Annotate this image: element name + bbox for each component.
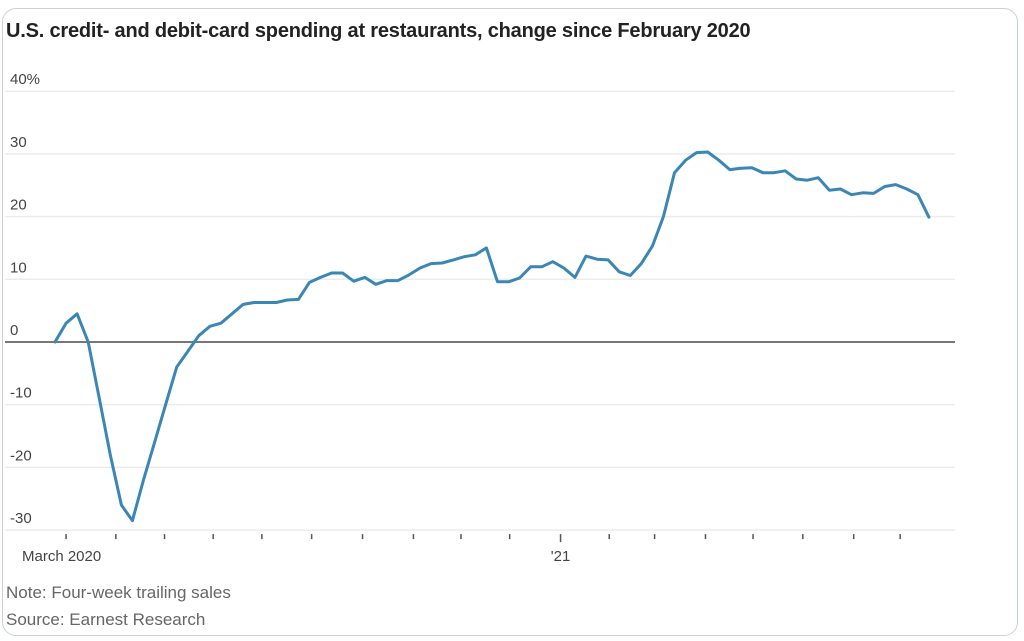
- series-line: [53, 150, 931, 523]
- y-tick-label: 40%: [10, 71, 40, 88]
- y-tick-label: 0: [10, 322, 18, 339]
- y-tick-label: 20: [10, 197, 27, 214]
- y-tick-label: -30: [10, 510, 32, 527]
- y-tick-label: -20: [10, 447, 32, 464]
- chart-card: [2, 8, 1018, 636]
- y-tick-label: 30: [10, 134, 27, 151]
- chart-note: Note: Four-week trailing sales: [6, 583, 231, 602]
- y-tick-label: 10: [10, 259, 27, 276]
- chart-title: U.S. credit- and debit-card spending at …: [6, 20, 751, 42]
- x-tick-label: '21: [551, 548, 571, 565]
- y-tick-label: -10: [10, 385, 32, 402]
- chart-source: Source: Earnest Research: [6, 610, 206, 629]
- x-tick-label: March 2020: [22, 548, 101, 565]
